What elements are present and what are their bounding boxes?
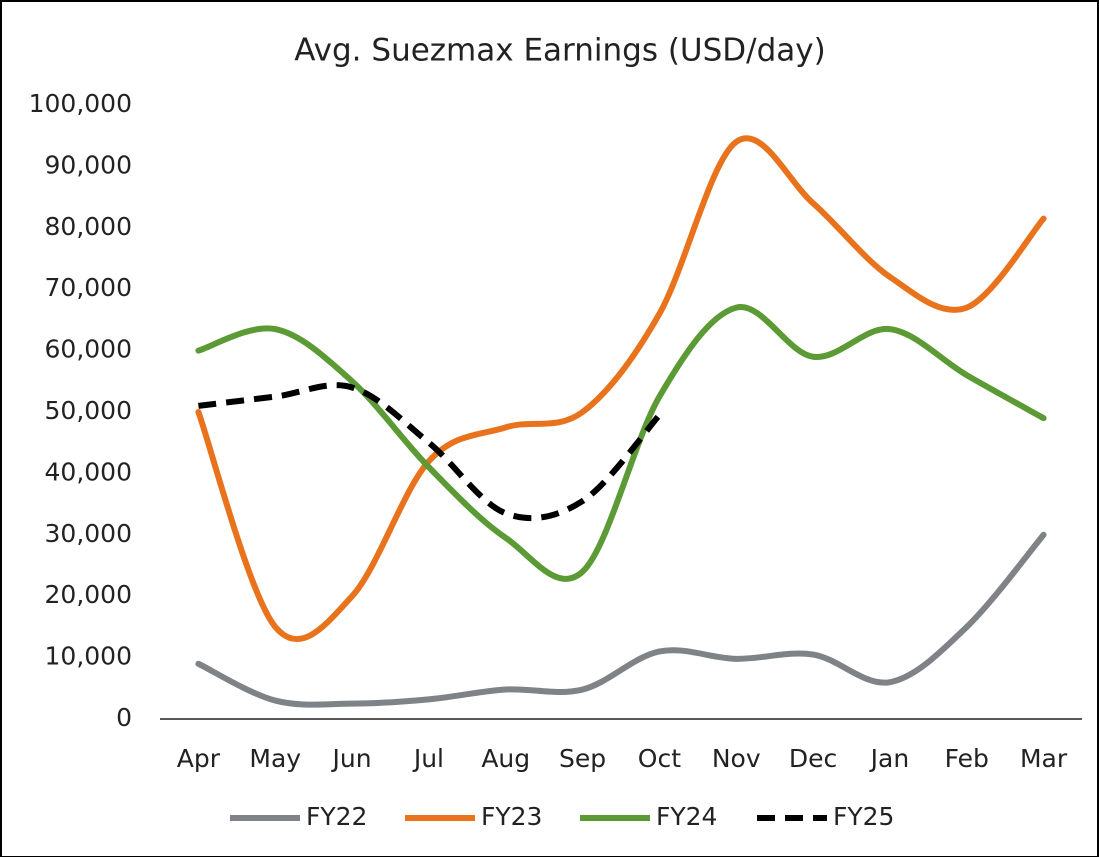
x-tick-label: Jul [412, 744, 444, 773]
x-tick-label: Sep [559, 744, 606, 773]
series-line [198, 382, 662, 522]
y-tick-label: 40,000 [45, 457, 132, 486]
y-tick-label: 60,000 [45, 335, 132, 364]
x-tick-label: Mar [1020, 744, 1068, 773]
x-tick-label: Jun [331, 744, 372, 773]
x-tick-label: May [249, 744, 301, 773]
x-tick-label: Oct [638, 744, 681, 773]
x-tick-label: Feb [945, 744, 989, 773]
legend-label: FY25 [833, 802, 894, 831]
y-tick-label: 20,000 [45, 580, 132, 609]
y-tick-label: 90,000 [45, 150, 132, 179]
chart-title: Avg. Suezmax Earnings (USD/day) [294, 33, 825, 69]
series-line [195, 135, 1047, 643]
x-tick-label: Apr [177, 744, 221, 773]
legend-label: FY22 [306, 802, 367, 831]
legend-label: FY24 [656, 802, 717, 831]
y-tick-label: 0 [116, 703, 132, 732]
x-tick-label: Dec [789, 744, 837, 773]
x-tick-label: Nov [712, 744, 761, 773]
y-tick-label: 30,000 [45, 519, 132, 548]
legend-label: FY23 [481, 802, 542, 831]
series-line [195, 531, 1047, 708]
x-tick-label: Jan [869, 744, 910, 773]
y-tick-label: 10,000 [45, 642, 132, 671]
x-tick-label: Aug [481, 744, 530, 773]
series-line [195, 304, 1047, 582]
y-tick-label: 50,000 [45, 396, 132, 425]
y-tick-label: 100,000 [29, 89, 132, 118]
y-tick-label: 80,000 [45, 212, 132, 241]
y-tick-label: 70,000 [45, 273, 132, 302]
